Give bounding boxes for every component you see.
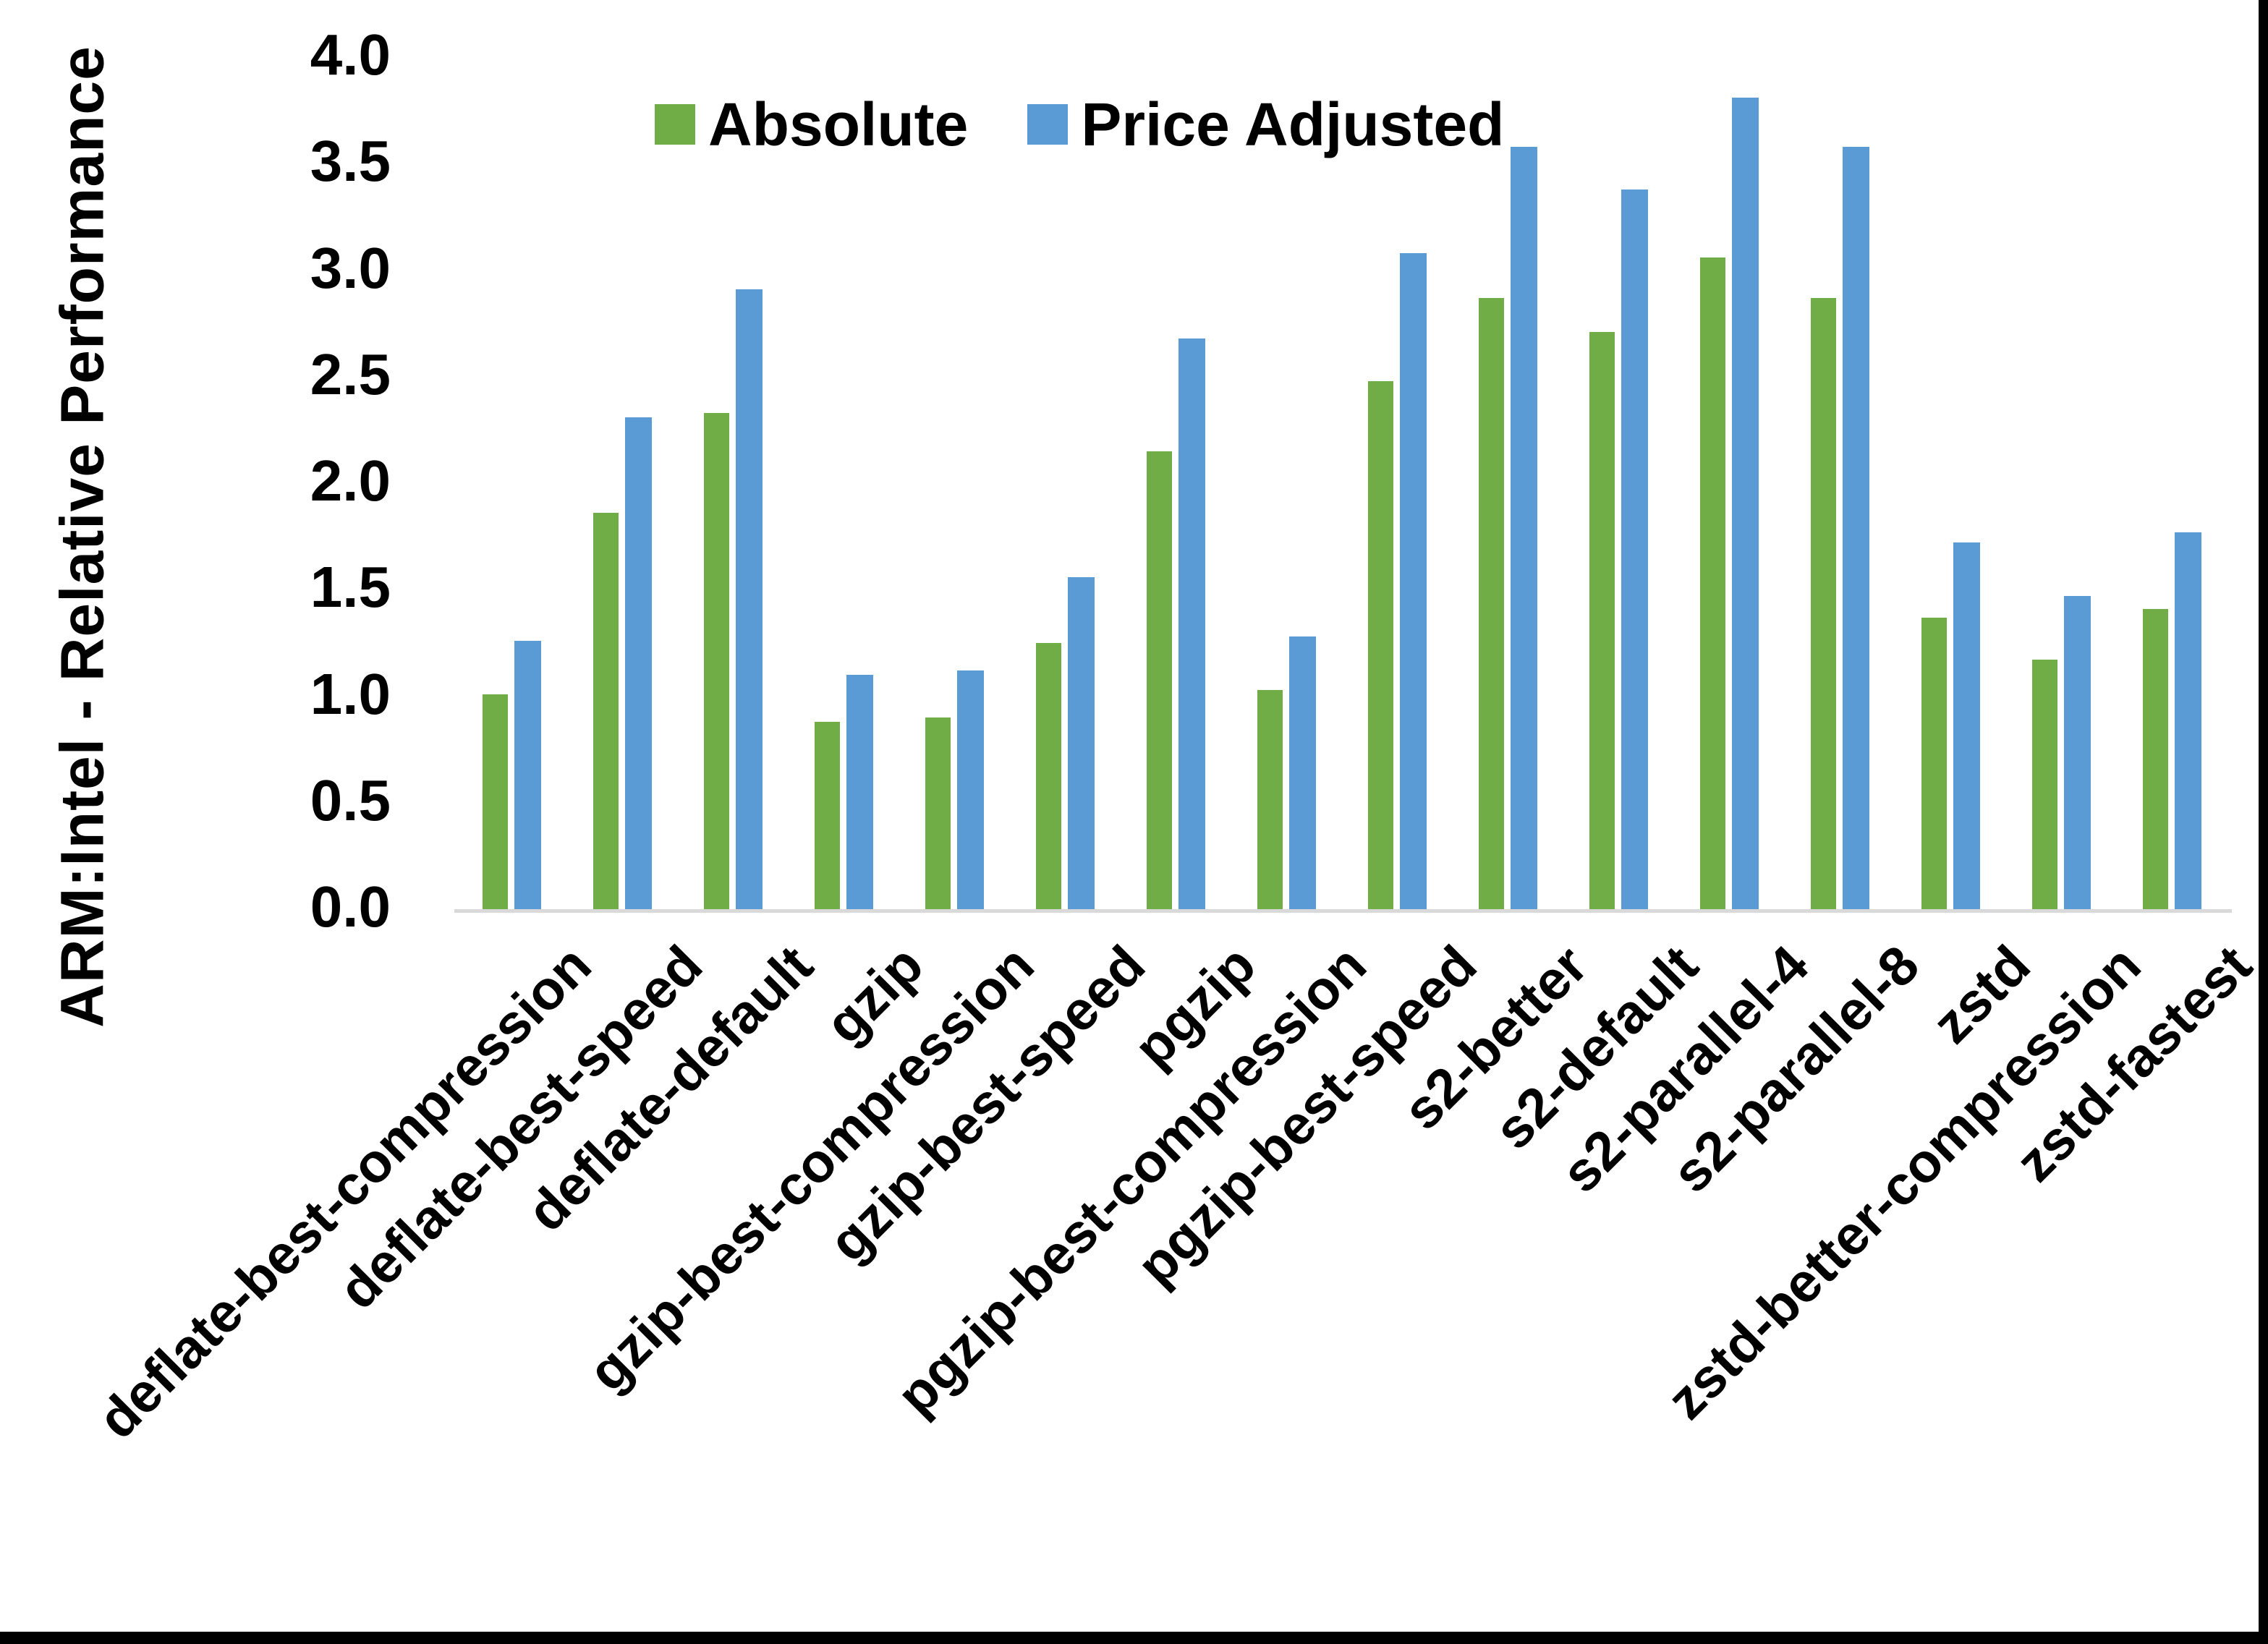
y-tick-label-2.5: 2.5	[310, 341, 391, 406]
bar-absolute-zstd	[1921, 617, 1947, 909]
legend-label: Price Adjusted	[1081, 90, 1505, 158]
bar-absolute-zstd-better-compression	[2032, 660, 2057, 909]
bar-absolute-pgzip-best-speed	[1368, 380, 1393, 909]
legend-item-absolute: Absolute	[655, 94, 968, 155]
bar-price-adjusted-gzip-best-speed	[1068, 576, 1095, 909]
bar-absolute-deflate-best-compression	[483, 694, 508, 909]
bar-absolute-s2-parallel-4	[1700, 257, 1725, 909]
bar-price-adjusted-zstd	[1953, 542, 1980, 909]
bar-absolute-pgzip	[1147, 451, 1172, 909]
legend-label: Absolute	[708, 90, 969, 158]
legend-swatch-icon	[1027, 104, 1069, 145]
y-tick-label-3.5: 3.5	[310, 129, 391, 194]
bar-price-adjusted-deflate-best-compression	[514, 640, 541, 909]
bar-price-adjusted-s2-parallel-4	[1732, 97, 1759, 909]
frame-border-bottom	[0, 1632, 2268, 1644]
bar-absolute-s2-default	[1589, 331, 1615, 909]
y-tick-label-4.0: 4.0	[310, 22, 391, 87]
bar-price-adjusted-pgzip	[1178, 338, 1205, 909]
y-tick-label-3.0: 3.0	[310, 235, 391, 300]
bar-absolute-gzip-best-compression	[925, 717, 951, 909]
y-tick-label-0.5: 0.5	[310, 767, 391, 832]
y-tick-label-1.0: 1.0	[310, 661, 391, 726]
bar-absolute-pgzip-best-compression	[1257, 689, 1283, 909]
bar-absolute-gzip-best-speed	[1036, 642, 1061, 909]
bar-price-adjusted-s2-parallel-8	[1843, 146, 1869, 909]
legend-item-price-adjusted: Price Adjusted	[1027, 94, 1504, 155]
bar-price-adjusted-deflate-default	[736, 289, 763, 909]
bar-price-adjusted-zstd-fastest	[2175, 532, 2201, 909]
bar-price-adjusted-gzip	[846, 675, 873, 909]
bar-absolute-deflate-default	[704, 412, 729, 909]
bar-price-adjusted-pgzip-best-speed	[1400, 252, 1427, 909]
bar-absolute-s2-parallel-8	[1811, 297, 1836, 909]
bar-price-adjusted-pgzip-best-compression	[1289, 636, 1316, 909]
bar-price-adjusted-gzip-best-compression	[957, 670, 984, 909]
bar-absolute-deflate-best-speed	[593, 513, 619, 909]
bar-price-adjusted-s2-default	[1621, 189, 1648, 909]
bar-price-adjusted-zstd-better-compression	[2064, 596, 2091, 909]
y-tick-label-2.0: 2.0	[310, 448, 391, 513]
bar-absolute-zstd-fastest	[2143, 608, 2168, 909]
bar-absolute-gzip	[815, 721, 840, 909]
bar-price-adjusted-s2-better	[1511, 146, 1537, 909]
x-axis-line	[454, 909, 2232, 913]
frame-border-right	[2259, 0, 2268, 1644]
y-axis-title: ARM:Intel - Relative Performance	[48, 46, 116, 1028]
y-tick-label-0.0: 0.0	[310, 874, 391, 939]
legend-swatch-icon	[655, 104, 695, 145]
bar-absolute-s2-better	[1479, 297, 1504, 909]
legend: Absolute Price Adjusted	[655, 85, 1504, 163]
y-tick-label-1.5: 1.5	[310, 555, 391, 620]
bar-price-adjusted-deflate-best-speed	[625, 417, 652, 909]
